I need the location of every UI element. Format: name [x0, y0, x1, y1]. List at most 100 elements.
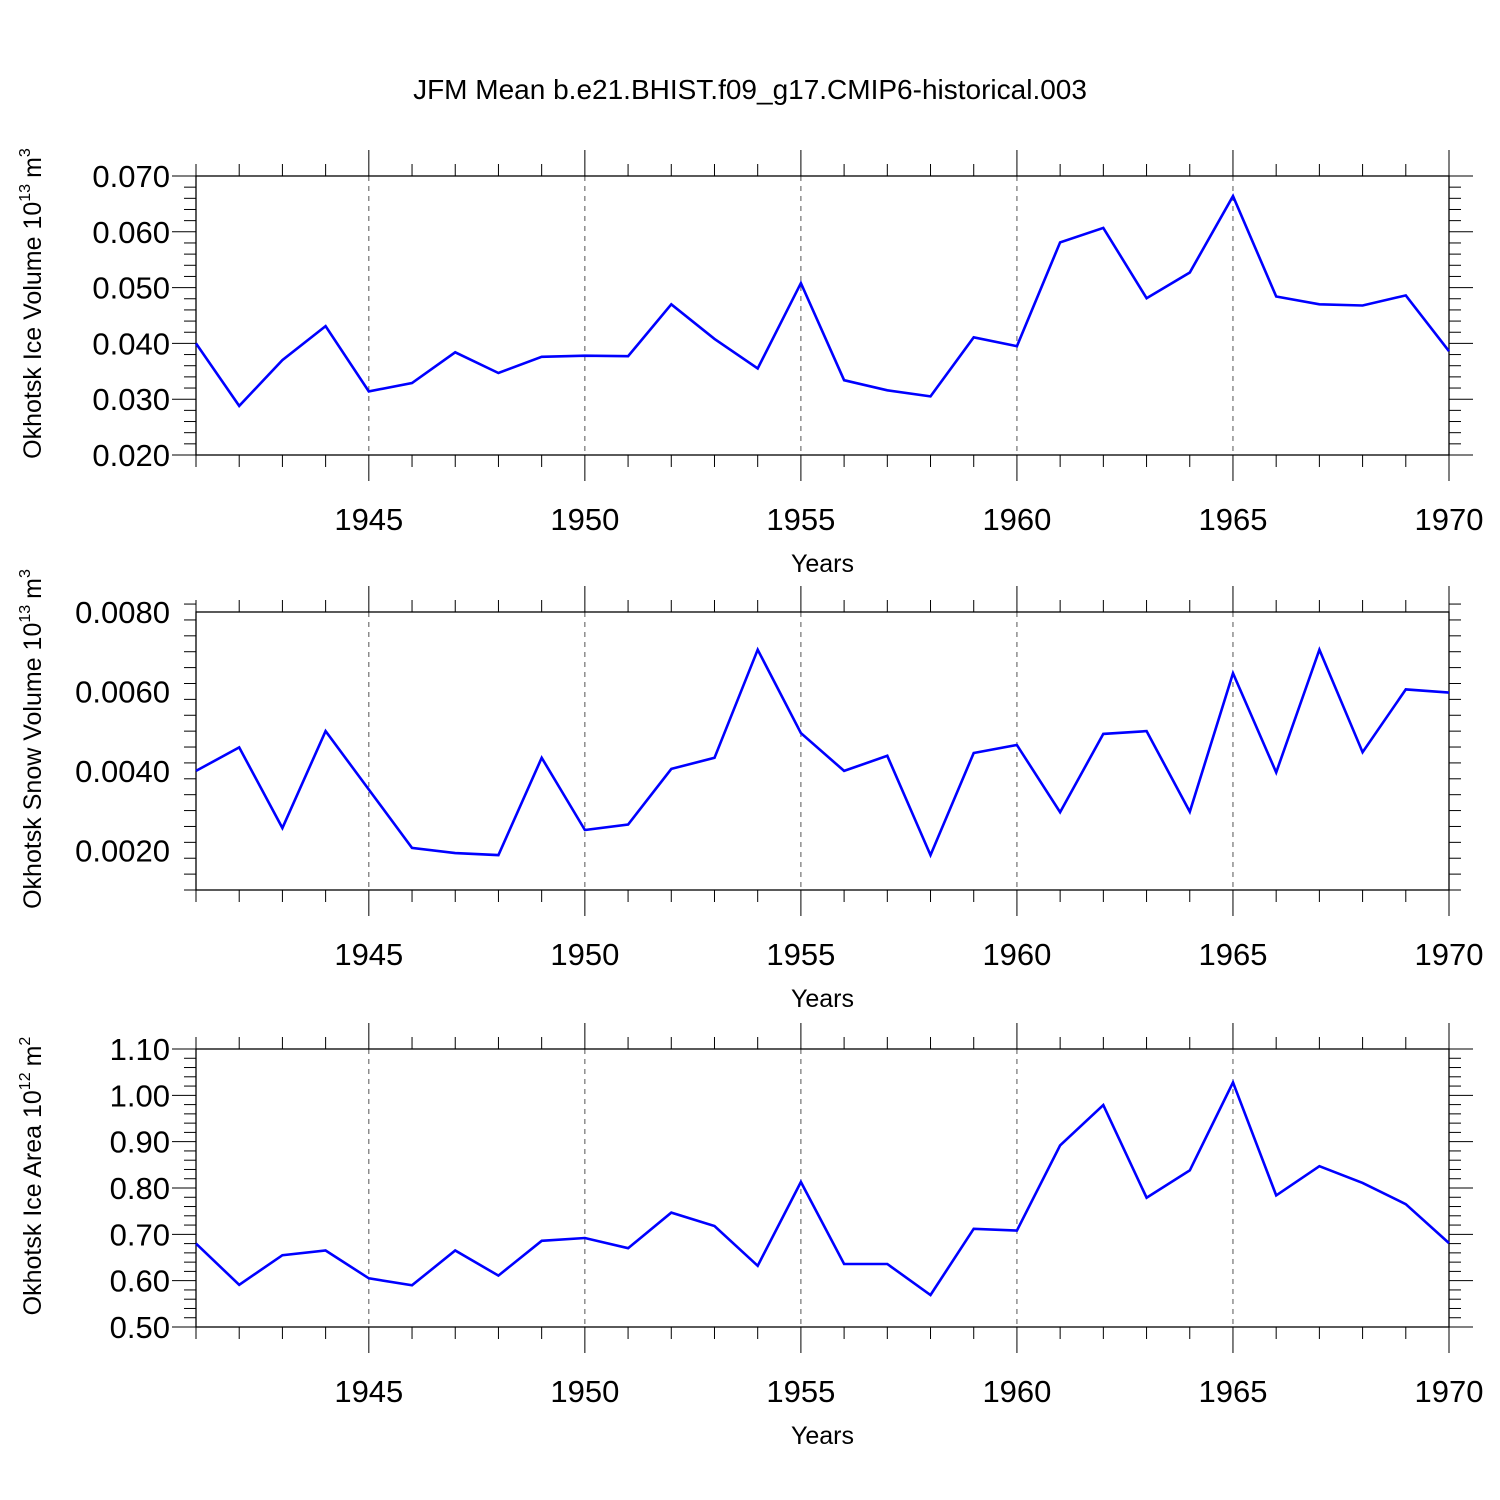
snow-volume-point-1944 [324, 729, 328, 733]
ice-volume-xtick-label-1950: 1950 [550, 502, 619, 537]
ice-area-point-1947 [453, 1249, 457, 1253]
ice-area-point-1959 [972, 1227, 976, 1231]
ice-volume-point-1966 [1274, 295, 1278, 299]
snow-volume-point-1960 [1015, 743, 1019, 747]
snow-volume-series-line [195, 646, 1450, 859]
ice-area-point-1950 [583, 1236, 587, 1240]
ice-area-point-1951 [626, 1246, 630, 1250]
ice-volume-ytick-label-0.070: 0.070 [92, 159, 170, 194]
snow-volume-point-1947 [453, 851, 457, 855]
ice-volume-xtick-label-1970: 1970 [1415, 502, 1484, 537]
ice-area-point-1944 [324, 1249, 328, 1253]
snow-volume-xtick-label-1960: 1960 [982, 937, 1051, 972]
ice-area-y-axis-label-unit-exponent: 2 [17, 1037, 34, 1046]
snow-volume-point-1963 [1145, 729, 1149, 733]
ice-volume-y-axis-label-exponent: 13 [17, 184, 34, 202]
ice-volume-y-axis-label-unit-exponent: 3 [17, 148, 34, 157]
snow-volume-point-1965 [1231, 671, 1235, 675]
snow-volume-ytick-label-0.0060: 0.0060 [75, 674, 170, 709]
ice-area-point-1965 [1231, 1080, 1235, 1084]
ice-area-ytick-label-0.60: 0.60 [110, 1264, 170, 1299]
snow-volume-xtick-label-1955: 1955 [766, 937, 835, 972]
ice-area-point-1966 [1274, 1193, 1278, 1197]
ice-volume-point-1942 [237, 404, 241, 408]
ice-area-ytick-label-1.10: 1.10 [110, 1032, 170, 1067]
snow-volume-point-1945 [367, 788, 371, 792]
ice-volume-plot-frame [195, 175, 1450, 456]
ice-volume-point-1941 [194, 341, 198, 345]
ice-area-point-1949 [540, 1239, 544, 1243]
ice-volume-xtick-label-1945: 1945 [334, 502, 403, 537]
ice-volume-point-1965 [1231, 194, 1235, 198]
snow-volume-point-1948 [496, 853, 500, 857]
ice-volume-point-1957 [885, 388, 889, 392]
ice-area-point-1954 [756, 1264, 760, 1268]
ice-area-point-1967 [1317, 1164, 1321, 1168]
ice-area-point-1952 [669, 1211, 673, 1215]
snow-volume-ytick-label-0.0080: 0.0080 [75, 595, 170, 630]
ice-area-ytick-label-0.50: 0.50 [110, 1310, 170, 1345]
ice-area-point-1962 [1101, 1103, 1105, 1107]
panel-snow-volume: 0.0020 0.0040 0.0060 0.0080 1945 1950 1955 1960… [17, 569, 1483, 1013]
snow-volume-y-axis-label: Okhotsk Snow Volume 1013 m3 [17, 569, 47, 909]
snow-volume-xtick-label-1945: 1945 [334, 937, 403, 972]
snow-volume-plot-frame [195, 611, 1450, 891]
ice-area-point-1961 [1058, 1143, 1062, 1147]
ice-volume-y-axis-label: Okhotsk Ice Volume 1013 m3 [17, 148, 47, 459]
ice-volume-point-1956 [842, 378, 846, 382]
ice-volume-point-1970 [1447, 349, 1451, 353]
ice-area-x-axis-label: Years [791, 1422, 854, 1450]
ice-volume-point-1948 [496, 371, 500, 375]
ice-area-y-axis-label-exponent: 12 [17, 1072, 34, 1090]
ice-volume-point-1964 [1188, 271, 1192, 275]
ice-area-point-1968 [1361, 1181, 1365, 1185]
ice-area-ytick-label-0.90: 0.90 [110, 1125, 170, 1160]
ice-area-y-axis-label: Okhotsk Ice Area 1012 m2 [17, 1037, 47, 1316]
snow-volume-point-1943 [280, 826, 284, 830]
ice-area-point-1953 [712, 1224, 716, 1228]
snow-volume-xtick-label-1970: 1970 [1415, 937, 1484, 972]
ice-volume-point-1968 [1361, 303, 1365, 307]
ice-area-point-1945 [367, 1276, 371, 1280]
ice-area-xtick-label-1955: 1955 [766, 1374, 835, 1409]
snow-volume-y-axis-label-exponent: 13 [17, 605, 34, 623]
ice-volume-point-1951 [626, 354, 630, 358]
ice-volume-x-axis-label: Years [791, 550, 854, 578]
snow-volume-point-1954 [756, 648, 760, 652]
ice-area-ytick-label-1.00: 1.00 [110, 1078, 170, 1113]
snow-volume-point-1958 [929, 853, 933, 857]
snow-volume-point-1968 [1361, 750, 1365, 754]
snow-volume-point-1942 [237, 745, 241, 749]
ice-area-point-1957 [885, 1262, 889, 1266]
snow-volume-point-1969 [1404, 687, 1408, 691]
ice-volume-point-1954 [756, 367, 760, 371]
ice-area-ytick-label-0.70: 0.70 [110, 1217, 170, 1252]
ice-area-y-axis-label-main: Okhotsk Ice Area 10 [19, 1090, 47, 1315]
ice-volume-point-1946 [410, 381, 414, 385]
ice-area-point-1963 [1145, 1196, 1149, 1200]
snow-volume-point-1955 [799, 731, 803, 735]
ice-volume-point-1969 [1404, 293, 1408, 297]
snow-volume-point-1950 [583, 828, 587, 832]
ice-volume-point-1958 [929, 394, 933, 398]
ice-area-point-1958 [929, 1293, 933, 1297]
snow-volume-x-axis-label: Years [791, 985, 854, 1013]
ice-volume-point-1944 [324, 324, 328, 328]
ice-area-xtick-label-1965: 1965 [1198, 1374, 1267, 1409]
ice-volume-y-axis-label-unit: m [19, 157, 47, 178]
ice-volume-point-1967 [1317, 302, 1321, 306]
snow-volume-point-1970 [1447, 691, 1451, 695]
ice-area-point-1970 [1447, 1241, 1451, 1245]
snow-volume-ytick-label-0.0040: 0.0040 [75, 754, 170, 789]
ice-volume-ytick-label-0.040: 0.040 [92, 326, 170, 361]
ice-volume-point-1945 [367, 389, 371, 393]
ice-volume-ytick-label-0.020: 0.020 [92, 438, 170, 473]
snow-volume-ytick-label-0.0020: 0.0020 [75, 833, 170, 868]
snow-volume-xtick-label-1965: 1965 [1198, 937, 1267, 972]
panel-ice-volume: 0.020 0.030 0.040 0.050 0.060 0.070 1945 1950 19… [17, 148, 1483, 578]
ice-volume-point-1963 [1145, 296, 1149, 300]
ice-volume-point-1952 [669, 302, 673, 306]
ice-area-plot-frame [195, 1048, 1450, 1328]
snow-volume-point-1959 [972, 751, 976, 755]
